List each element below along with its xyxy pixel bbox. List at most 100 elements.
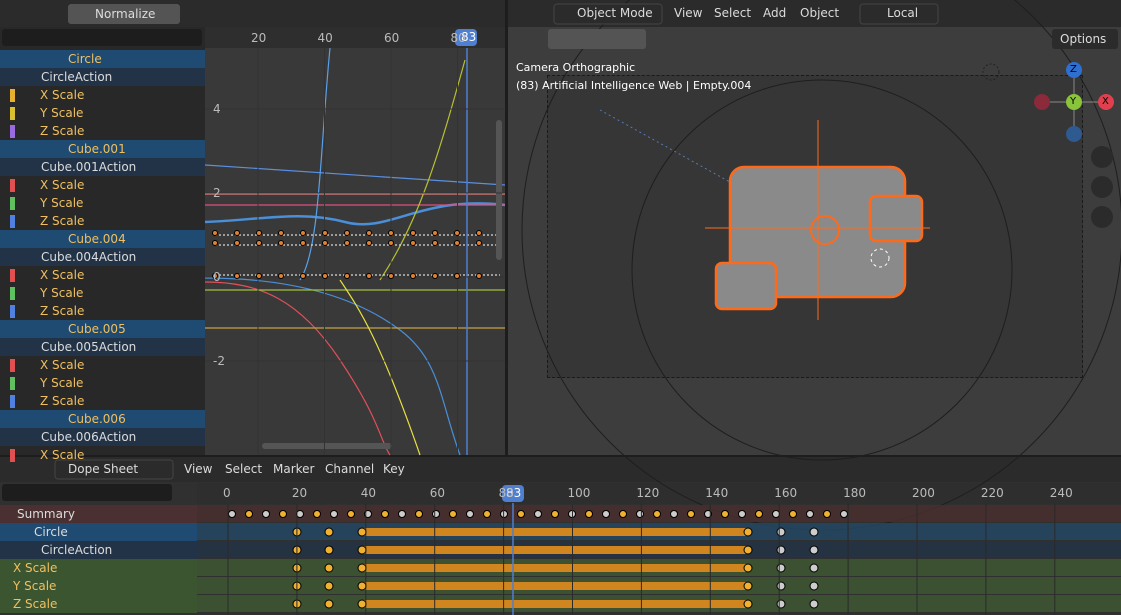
scene-info: (83) Artificial Intelligence Web | Empty… <box>516 79 752 92</box>
keyframe <box>743 545 753 555</box>
action-channel[interactable]: Cube.005Action <box>41 340 137 354</box>
search-field[interactable] <box>2 29 202 46</box>
dope-label-row <box>0 523 197 541</box>
fcurve-channel[interactable]: Z Scale <box>40 304 85 318</box>
object-channel[interactable]: Cube.005 <box>68 322 126 336</box>
curve <box>204 281 391 456</box>
mode-label[interactable]: Object Mode <box>577 6 653 20</box>
normalize-button[interactable] <box>68 4 180 24</box>
fcurve-channel[interactable]: X Scale <box>40 268 85 282</box>
orientation-dropdown[interactable] <box>859 3 939 25</box>
fcurve-channel[interactable]: X Scale <box>40 358 85 372</box>
keyframe <box>602 510 610 518</box>
fcurve-color <box>10 107 15 120</box>
action-row <box>0 158 205 176</box>
fcurve-channel[interactable]: Y Scale <box>40 376 84 390</box>
fcurve-channel[interactable]: X Scale <box>40 178 85 192</box>
gizmo-x[interactable] <box>1098 94 1114 110</box>
dope-mode-label[interactable]: Dope Sheet <box>68 462 139 476</box>
dope-channel[interactable]: Y Scale <box>13 579 57 593</box>
object-channel[interactable]: Circle <box>68 52 102 66</box>
menu[interactable]: Select <box>225 462 263 476</box>
menu[interactable]: Object <box>800 6 840 20</box>
graph-key <box>344 240 350 246</box>
graph-key <box>454 230 460 236</box>
frame-tick: 20 <box>251 31 267 45</box>
fcurve-channel[interactable]: Y Scale <box>40 196 84 210</box>
dope-mode-dropdown[interactable] <box>54 459 174 480</box>
menu[interactable]: Marker <box>273 462 315 476</box>
object-channel[interactable]: Cube.006 <box>68 412 126 426</box>
menu[interactable]: Select <box>714 6 752 20</box>
keyframe <box>357 527 367 537</box>
graph-key <box>278 240 284 246</box>
dope-channel[interactable]: CircleAction <box>41 543 113 557</box>
frame-tick: 120 <box>636 486 660 500</box>
curve <box>339 279 421 456</box>
action-channel[interactable]: Cube.004Action <box>41 250 137 264</box>
dope-search[interactable] <box>2 484 172 501</box>
dope-label-row <box>0 505 197 523</box>
action-channel[interactable]: Cube.006Action <box>41 430 137 444</box>
select-modes[interactable] <box>548 29 646 49</box>
action-channel[interactable]: CircleAction <box>41 70 113 84</box>
menu[interactable]: Key <box>383 462 405 476</box>
dope-ruler <box>197 483 1121 504</box>
dope-channel[interactable]: Z Scale <box>13 597 58 611</box>
keyframe <box>357 563 367 573</box>
dope-label-row <box>0 559 197 577</box>
fcurve-channel[interactable]: X Scale <box>40 88 85 102</box>
frame-tick: 180 <box>843 486 866 500</box>
zoom-button[interactable] <box>1091 146 1113 168</box>
key-hold <box>362 582 748 590</box>
gizmo-y[interactable] <box>1066 94 1082 110</box>
keyframe <box>324 545 334 555</box>
keyframe <box>466 510 474 518</box>
fcurve-channel[interactable]: Y Scale <box>40 106 84 120</box>
dope-channel[interactable]: Circle <box>34 525 68 539</box>
fcurve-channel[interactable]: Z Scale <box>40 394 85 408</box>
graph-key <box>366 230 372 236</box>
options-button[interactable] <box>1052 29 1118 49</box>
object-channel[interactable]: Cube.001 <box>68 142 126 156</box>
dope-channel[interactable]: Summary <box>17 507 75 521</box>
keyframe <box>432 510 440 518</box>
keyframe <box>809 581 819 591</box>
keyframe <box>324 527 334 537</box>
graph-key <box>212 273 218 279</box>
menu[interactable]: View <box>674 6 703 20</box>
dope-channel[interactable]: X Scale <box>13 561 58 575</box>
guide-circle <box>631 79 1013 461</box>
keyframe <box>743 563 753 573</box>
scrollbar[interactable] <box>496 120 502 260</box>
fcurve-color <box>10 395 15 408</box>
fcurve-channel[interactable]: Z Scale <box>40 124 85 138</box>
fcurve-color <box>10 179 15 192</box>
menu[interactable]: Channel <box>325 462 375 476</box>
camera-button[interactable] <box>1091 206 1113 228</box>
fcurve-color <box>10 449 15 462</box>
fcurve-channel[interactable]: Y Scale <box>40 286 84 300</box>
scrollbar[interactable] <box>262 443 392 449</box>
fcurve-color <box>10 287 15 300</box>
object-channel[interactable]: Cube.004 <box>68 232 126 246</box>
mode-dropdown[interactable] <box>553 3 663 25</box>
gizmo-neg-z[interactable] <box>1066 126 1082 142</box>
gizmo-z[interactable] <box>1066 62 1082 78</box>
options-label[interactable]: Options <box>1060 32 1107 46</box>
menu[interactable]: Add <box>763 6 787 20</box>
fcurve-channel[interactable]: Z Scale <box>40 214 85 228</box>
fcurve-color <box>10 89 15 102</box>
menu[interactable]: View <box>184 462 213 476</box>
graph-key <box>410 230 416 236</box>
frame-tick: 160 <box>774 486 798 500</box>
action-channel[interactable]: Cube.001Action <box>41 160 137 174</box>
orientation-label[interactable]: Local <box>887 6 919 20</box>
graph-key <box>234 230 240 236</box>
fcurve-channel[interactable]: X Scale <box>40 448 85 462</box>
pan-button[interactable] <box>1091 176 1113 198</box>
gizmo-neg-x[interactable] <box>1034 94 1050 110</box>
keyframe <box>357 545 367 555</box>
